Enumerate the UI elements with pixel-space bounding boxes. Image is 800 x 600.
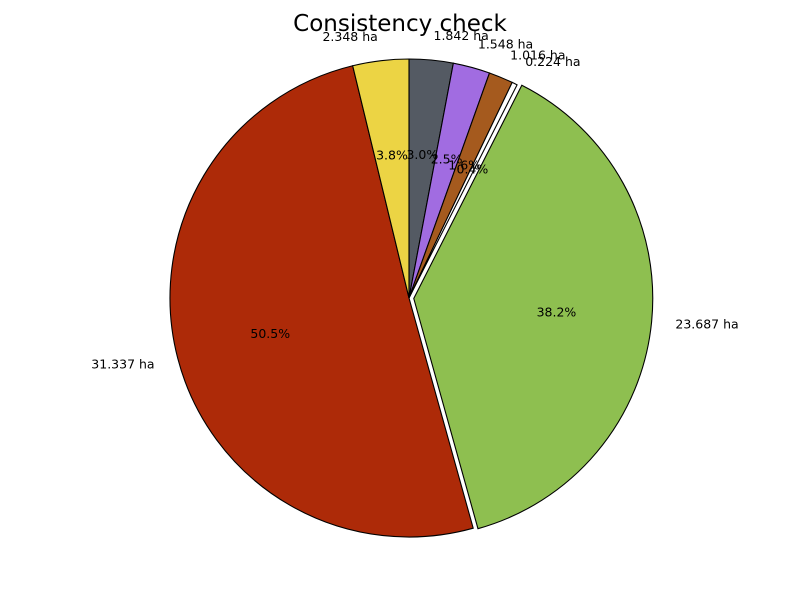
value-labels: 1.842 ha1.548 ha1.016 ha0.224 ha 23.687 h…: [91, 28, 738, 371]
slice-value-label: 1.548 ha: [478, 36, 533, 51]
pie-slice: [413, 84, 654, 530]
pie-slice: [408, 81, 518, 299]
slice-percent-label: 3.0%: [406, 147, 438, 162]
slice-percent-label: 0.4%: [457, 161, 489, 176]
slice-percent-label: 1.6%: [448, 158, 480, 173]
pie-slice: [352, 58, 410, 299]
slice-value-label: 0.224 ha: [525, 54, 580, 69]
pie-slices: [169, 58, 654, 538]
slice-percent-label: 38.2%: [537, 305, 577, 320]
chart-title: Consistency check: [293, 11, 507, 37]
slice-percent-label: 2.5%: [431, 152, 463, 167]
slice-value-label: 1.016 ha: [510, 47, 565, 62]
pie-slice: [169, 65, 474, 538]
percent-labels: 3.0%2.5%1.6%0.4% 38.2% 50.5% 3.8%: [250, 147, 576, 341]
slice-value-label: 31.337 ha: [91, 356, 154, 371]
slice-value-label: 1.842 ha: [434, 28, 489, 43]
slice-percent-label: 3.8%: [376, 148, 408, 163]
slice-value-label: 23.687 ha: [675, 316, 738, 331]
slice-percent-label: 50.5%: [250, 326, 290, 341]
slice-value-label: 2.348 ha: [322, 29, 377, 44]
